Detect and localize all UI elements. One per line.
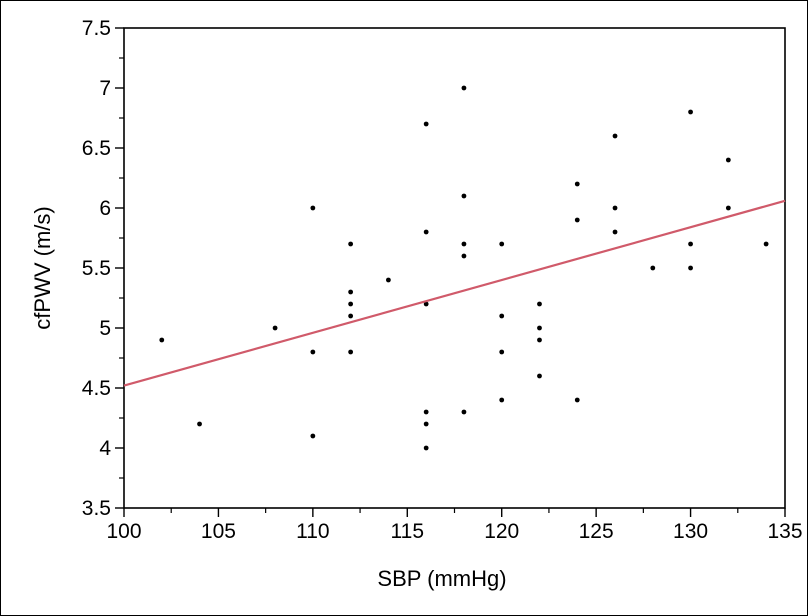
y-tick-label: 4.5 (82, 377, 111, 400)
y-tick-label: 6 (99, 197, 111, 220)
data-point (348, 301, 354, 307)
data-point (574, 397, 580, 403)
data-point (461, 409, 467, 415)
x-tick-label: 110 (296, 520, 329, 543)
data-point (348, 313, 354, 319)
data-point (499, 349, 505, 355)
data-point (423, 121, 429, 127)
data-point (537, 301, 542, 307)
data-point (612, 205, 618, 211)
data-point (348, 289, 354, 295)
data-point (461, 241, 467, 247)
data-point (310, 349, 316, 355)
data-point (688, 241, 693, 247)
data-point (461, 193, 467, 199)
y-tick-label: 4 (99, 437, 111, 460)
x-tick-label: 130 (673, 520, 708, 543)
x-tick-label: 115 (391, 520, 424, 543)
y-tick-label: 3.5 (82, 497, 111, 520)
data-point (537, 325, 542, 331)
x-tick-label: 135 (767, 520, 802, 543)
y-tick-label: 5 (99, 317, 111, 340)
data-point (725, 157, 731, 163)
y-axis-label: cfPWV (m/s) (30, 206, 55, 329)
y-tick-label: 7.5 (82, 17, 111, 40)
data-point (612, 133, 618, 139)
y-tick-label: 7 (99, 77, 111, 100)
data-point (537, 373, 542, 379)
x-axis-label: SBP (mmHg) (377, 566, 506, 591)
x-tick-label: 100 (106, 520, 141, 543)
data-point (461, 85, 467, 91)
data-point (348, 349, 354, 355)
data-point (612, 229, 618, 235)
data-point (423, 301, 429, 307)
trend-line-group (123, 199, 786, 387)
plot-border (123, 27, 786, 509)
data-point (763, 241, 769, 247)
plot-area (123, 27, 786, 509)
data-point (423, 445, 429, 451)
x-tick-label: 120 (484, 520, 519, 543)
data-point (537, 337, 542, 343)
x-axis-ticks: 100 105 110 115 120 125 130 135 (106, 508, 803, 543)
y-tick-label: 5.5 (82, 257, 111, 280)
data-point (499, 241, 505, 247)
data-point (310, 205, 316, 211)
data-point (197, 421, 202, 427)
data-point (725, 205, 731, 211)
data-point (688, 109, 693, 115)
data-points (159, 85, 769, 451)
data-point (272, 325, 278, 331)
data-point (574, 181, 580, 187)
data-point (650, 265, 656, 271)
x-tick-label: 105 (201, 520, 236, 543)
data-point (386, 277, 391, 283)
y-tick-label: 6.5 (82, 137, 111, 160)
data-point (499, 397, 505, 403)
data-point (574, 217, 580, 223)
data-point (688, 265, 693, 271)
data-point (348, 241, 354, 247)
data-point (423, 229, 429, 235)
y-axis-ticks: 3.5 4 4.5 5 5.5 6 6.5 7 7.5 (82, 17, 124, 520)
data-point (423, 409, 429, 415)
data-point (499, 313, 505, 319)
data-point (310, 433, 316, 439)
data-point (461, 253, 467, 259)
trend-line (123, 199, 786, 387)
data-point (423, 421, 429, 427)
data-point (159, 337, 165, 343)
x-tick-label: 125 (579, 520, 614, 543)
